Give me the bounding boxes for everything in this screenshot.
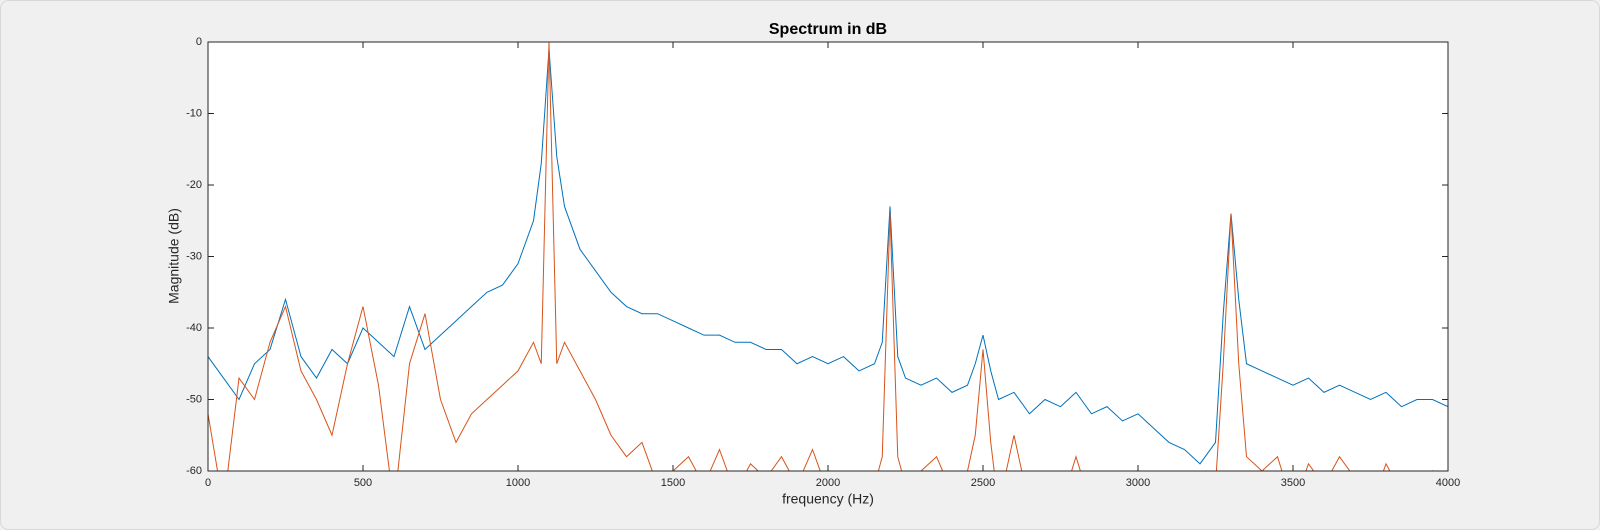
y-tick-label: -20 [186,179,202,191]
x-tick-label: 2500 [971,477,995,489]
y-tick-label: -10 [186,107,202,119]
series-line [208,49,1448,465]
x-tick-label: 1500 [661,477,685,489]
x-axis-label: frequency (Hz) [782,491,874,507]
x-tick-label: 4000 [1436,477,1460,489]
y-tick-label: -50 [186,393,202,405]
y-tick-label: -30 [186,250,202,262]
x-tick-label: 3500 [1281,477,1305,489]
axes-box [207,41,1449,472]
series-line [208,42,1434,471]
x-tick-label: 2000 [816,477,840,489]
x-tick-label: 1000 [506,477,530,489]
y-tick-label: 0 [196,36,202,48]
x-tick-label: 3000 [1126,477,1150,489]
plot-area [208,42,1448,471]
y-tick-label: -40 [186,322,202,334]
plot-lines [208,42,1448,471]
x-tick-label: 0 [205,477,211,489]
y-axis-label: Magnitude (dB) [166,208,182,304]
x-tick-label: 500 [354,477,372,489]
chart-title: Spectrum in dB [769,21,887,38]
y-tick-label: -60 [186,465,202,477]
